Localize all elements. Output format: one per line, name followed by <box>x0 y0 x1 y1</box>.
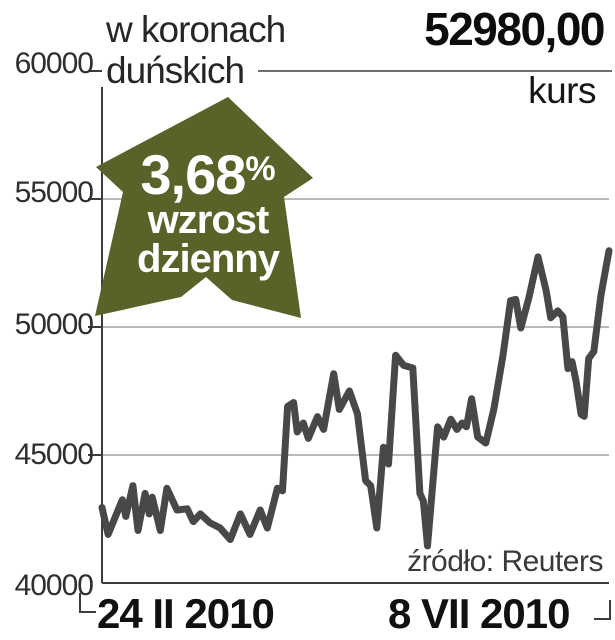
x-start-tick <box>79 593 96 613</box>
x-axis-start-label: 24 II 2010 <box>97 590 275 637</box>
daily-change-value: 3,68 <box>140 143 246 206</box>
daily-change-caption-line1: wzrost <box>147 198 270 242</box>
chart-unit-label-line2: duńskich <box>106 50 245 91</box>
y-tick-40000: 40000 <box>14 569 94 602</box>
chart-unit-label-line1: w koronach <box>106 9 286 50</box>
y-tick-45000: 45000 <box>14 438 94 471</box>
price-line-series <box>98 247 613 550</box>
x-axis-end-label: 8 VII 2010 <box>388 590 570 637</box>
daily-change-badge: 3,68% wzrost dzienny <box>112 143 304 281</box>
up-arrow-icon <box>95 97 313 318</box>
percent-sign: % <box>245 150 276 188</box>
source-note: źródło: Reuters <box>407 545 603 578</box>
y-tick-50000: 50000 <box>14 308 94 341</box>
price-caption: kurs <box>528 70 596 111</box>
daily-change-percent: 3,68% <box>112 143 304 203</box>
x-end-tick <box>594 600 611 620</box>
daily-change-caption-line2: dzienny <box>137 237 280 281</box>
current-price: 52980,00 <box>424 3 605 55</box>
chart-unit-label: w koronach duńskich <box>106 9 366 91</box>
y-tick-55000: 55000 <box>14 176 94 209</box>
y-tick-60000: 60000 <box>14 47 94 80</box>
